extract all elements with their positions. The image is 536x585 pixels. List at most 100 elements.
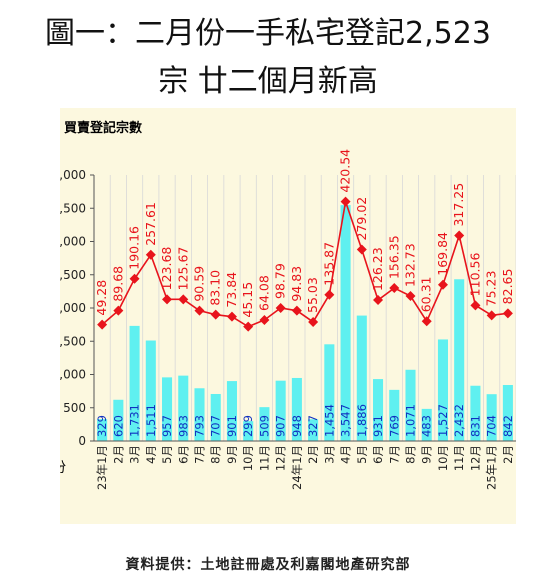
bar-value-label: 769 xyxy=(387,415,401,437)
x-tick-label: 7月 xyxy=(193,445,207,464)
x-tick-label: 3月 xyxy=(128,445,142,464)
bar-value-label: 1,071 xyxy=(404,404,418,437)
y-tick-labels: 0 500 1,000 1,500 2,000 2,500 3,000 3,500 4,000 xyxy=(60,168,86,448)
line-value-label: 317.25 xyxy=(451,183,466,227)
bar-value-label: 901 xyxy=(225,415,239,437)
line-value-label: 169.84 xyxy=(435,232,450,276)
bar-value-label: 329 xyxy=(95,415,109,437)
line-point xyxy=(226,311,237,322)
line-point xyxy=(405,291,416,302)
chart-subtitle: 宗 廿二個月新高 xyxy=(158,64,378,99)
line-value-label: 82.65 xyxy=(500,269,515,305)
bar-series xyxy=(97,205,513,441)
line-point xyxy=(308,316,319,327)
bar xyxy=(291,377,302,441)
x-tick-label: 5月 xyxy=(355,445,369,464)
x-tick-label: 12月 xyxy=(274,445,288,471)
source-note: 資料提供：土地註冊處及利嘉閣地產研究部 xyxy=(125,557,411,573)
line-value-label: 125.67 xyxy=(175,247,190,291)
bar xyxy=(373,379,384,441)
bar xyxy=(178,375,189,441)
line-point xyxy=(129,273,140,284)
y-tick-label: 4,000 xyxy=(60,168,86,182)
line-point xyxy=(97,319,108,330)
bar-value-label: 907 xyxy=(274,415,288,437)
bar xyxy=(259,407,270,441)
bar-value-label: 948 xyxy=(290,415,304,437)
bar-value-label: 957 xyxy=(160,415,174,437)
bar-value-label: 707 xyxy=(209,415,223,437)
x-tick-label: 2月 xyxy=(306,445,320,464)
x-tick-label: 8月 xyxy=(209,445,223,464)
line-point xyxy=(486,310,497,321)
line-value-label: 279.02 xyxy=(354,197,369,241)
y-tick-label: 500 xyxy=(63,401,86,415)
bar-value-label: 1,731 xyxy=(128,404,142,437)
x-tick-label: 4月 xyxy=(339,445,353,464)
line-point xyxy=(373,295,384,306)
y-tick-label: 0 xyxy=(78,434,86,448)
line-value-label: 123.68 xyxy=(159,247,174,291)
x-tick-label: 3月 xyxy=(322,445,336,464)
bar-value-label: 299 xyxy=(241,415,255,437)
x-tick-label: 4月 xyxy=(144,445,158,464)
bar xyxy=(129,325,140,441)
bar xyxy=(502,385,513,441)
y-tick-label: 1,000 xyxy=(60,368,86,382)
bar xyxy=(226,381,237,441)
x-tick-label: 10月 xyxy=(436,445,450,471)
grid-lines xyxy=(93,175,516,441)
bar-value-label: 3,547 xyxy=(339,404,353,437)
line-value-label: 420.54 xyxy=(338,149,353,193)
bar-value-label: 483 xyxy=(420,415,434,437)
bar xyxy=(275,380,286,441)
axes xyxy=(90,174,516,442)
x-tick-label: 12月 xyxy=(468,445,482,471)
line-value-label: 49.28 xyxy=(94,280,109,316)
x-tick-label: 11月 xyxy=(452,445,466,471)
line-point xyxy=(470,300,481,311)
line-point xyxy=(324,289,335,300)
chart-title: 圖一：二月份一手私宅登記2,523 xyxy=(45,16,491,51)
x-tick-label: 24年1月 xyxy=(290,445,304,490)
line-value-label: 132.73 xyxy=(403,243,418,287)
bar-value-label: 509 xyxy=(257,415,271,437)
bar xyxy=(389,389,400,441)
line-point xyxy=(259,314,270,325)
line-value-label: 83.10 xyxy=(208,270,223,306)
bar xyxy=(113,399,124,441)
x-tick-label: 6月 xyxy=(176,445,190,464)
line-value-label: 156.35 xyxy=(386,235,401,279)
x-tick-label: 9月 xyxy=(225,445,239,464)
bar-value-label: 931 xyxy=(371,415,385,437)
line-point xyxy=(340,196,351,207)
line-series xyxy=(97,196,513,332)
bar xyxy=(97,419,108,441)
line-value-label: 98.79 xyxy=(273,263,288,299)
x-tick-label: 11月 xyxy=(257,445,271,471)
y-tick-label: 3,500 xyxy=(60,201,86,215)
bar xyxy=(470,385,481,441)
bar-value-label: 793 xyxy=(193,415,207,437)
bar-value-label: 704 xyxy=(485,415,499,437)
bar-value-labels: 329 620 1,731 1,511 957 983 793 707 901 299 509 907… xyxy=(95,404,515,437)
line-value-label: 55.03 xyxy=(305,277,320,313)
y-tick-label: 2,500 xyxy=(60,268,86,282)
line-point xyxy=(454,230,465,241)
line-point xyxy=(502,308,513,319)
bar xyxy=(405,369,416,441)
x-tick-label: 2月 xyxy=(111,445,125,464)
chart-panel: 買賣登記宗數 月份 0 500 1,000 1,500 2,000 2,500 3,000 3… xyxy=(60,108,516,524)
bar xyxy=(356,315,367,441)
bar xyxy=(421,408,432,441)
line-point xyxy=(356,244,367,255)
line-value-label: 60.31 xyxy=(419,277,434,313)
bar xyxy=(308,419,319,441)
line-point xyxy=(145,249,156,260)
bar-value-label: 842 xyxy=(501,415,515,437)
line-value-label: 73.84 xyxy=(224,272,239,308)
bar xyxy=(210,393,221,441)
line-point xyxy=(275,303,286,313)
bar-value-label: 327 xyxy=(306,415,320,437)
